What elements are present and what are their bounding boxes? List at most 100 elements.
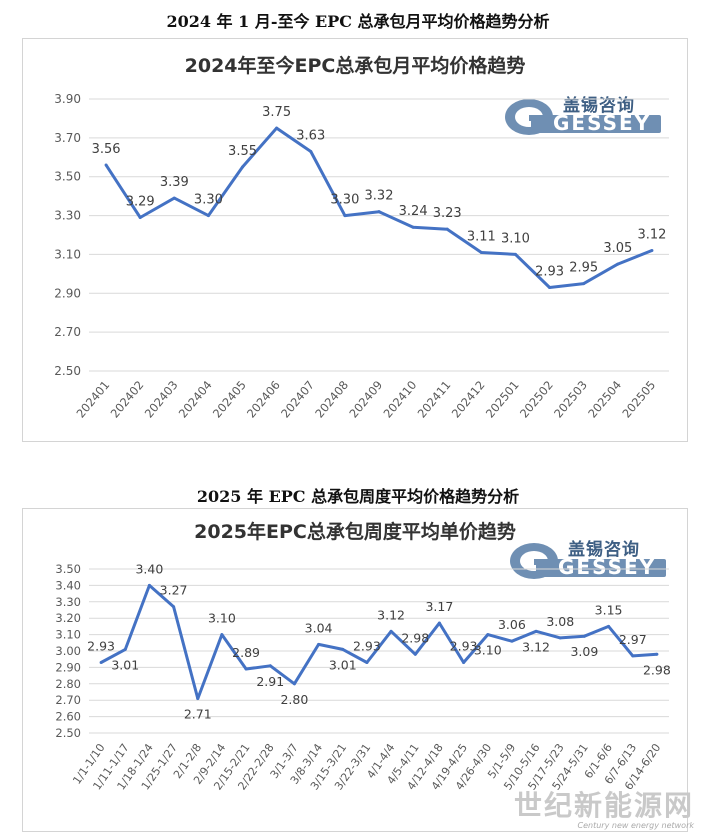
x-tick-label: 202406 bbox=[244, 378, 283, 421]
y-tick-label: 2.90 bbox=[54, 286, 81, 300]
x-tick-label: 202411 bbox=[415, 378, 454, 421]
x-tick-label: 202410 bbox=[380, 378, 419, 421]
data-label: 3.12 bbox=[637, 228, 666, 243]
data-point bbox=[607, 624, 611, 628]
data-label: 3.11 bbox=[467, 229, 496, 244]
data-label: 3.32 bbox=[365, 189, 394, 204]
gessey-logo-2: 盖锡咨询 GESSEY bbox=[508, 537, 668, 581]
data-point bbox=[582, 282, 586, 286]
data-label: 2.98 bbox=[401, 630, 429, 645]
y-tick-label: 3.10 bbox=[54, 247, 81, 261]
data-label: 3.01 bbox=[329, 657, 357, 672]
data-point bbox=[558, 636, 562, 640]
data-label: 3.27 bbox=[160, 583, 188, 598]
y-tick-label: 2.80 bbox=[55, 677, 81, 691]
logo-text-cn: 盖锡咨询 bbox=[563, 96, 635, 116]
data-label: 2.93 bbox=[535, 264, 564, 279]
data-point bbox=[244, 667, 248, 671]
data-point bbox=[123, 647, 127, 651]
data-label: 2.91 bbox=[256, 674, 284, 689]
data-label: 3.30 bbox=[330, 193, 359, 208]
data-label: 3.30 bbox=[194, 193, 223, 208]
data-label: 2.71 bbox=[184, 707, 212, 722]
y-tick-label: 3.10 bbox=[55, 628, 81, 642]
data-point bbox=[413, 652, 417, 656]
data-point bbox=[99, 660, 103, 664]
data-point bbox=[268, 664, 272, 668]
x-tick-label: 202504 bbox=[585, 378, 624, 421]
weekly-chart-panel: 2025年EPC总承包周度平均单价趋势 盖锡咨询 GESSEY 2.50 2.60… bbox=[22, 508, 688, 832]
watermark-text-cn: 世纪新能源网 bbox=[513, 789, 694, 822]
weekly-chart-title: 2025年EPC总承包周度平均单价趋势 bbox=[194, 521, 516, 543]
y-tick-label: 3.20 bbox=[55, 611, 81, 625]
data-label: 3.17 bbox=[425, 599, 453, 614]
data-point bbox=[309, 149, 313, 153]
x-tick-label: 202409 bbox=[346, 378, 385, 421]
data-point bbox=[147, 583, 151, 587]
y-tick-label: 3.30 bbox=[55, 595, 81, 609]
watermark-text-en: Century new energy network bbox=[577, 821, 694, 830]
x-tick-label: 202408 bbox=[312, 378, 351, 421]
logo-text-cn-2: 盖锡咨询 bbox=[568, 540, 640, 560]
data-point bbox=[172, 196, 176, 200]
series-line bbox=[100, 583, 657, 701]
data-label: 3.08 bbox=[546, 614, 574, 629]
data-point bbox=[534, 629, 538, 633]
data-label: 3.23 bbox=[433, 206, 462, 221]
data-point bbox=[650, 249, 654, 253]
data-point bbox=[445, 227, 449, 231]
x-tick-label: 202501 bbox=[483, 378, 522, 421]
data-point bbox=[631, 654, 635, 658]
data-label: 2.95 bbox=[569, 261, 598, 276]
data-label: 3.15 bbox=[595, 602, 623, 617]
x-tick-label: 202412 bbox=[449, 378, 488, 421]
y-tick-label: 3.50 bbox=[55, 562, 81, 576]
data-point bbox=[343, 214, 347, 218]
gessey-logo-graphic bbox=[505, 99, 661, 135]
data-point bbox=[220, 633, 224, 637]
data-point bbox=[411, 225, 415, 229]
data-label: 3.10 bbox=[208, 611, 236, 626]
data-point bbox=[275, 126, 279, 130]
data-point bbox=[172, 605, 176, 609]
data-point bbox=[582, 634, 586, 638]
data-point bbox=[548, 285, 552, 289]
x-tick-label: 202401 bbox=[73, 378, 112, 421]
data-label: 3.75 bbox=[262, 105, 291, 120]
data-label: 3.63 bbox=[296, 128, 325, 143]
monthly-chart-title: 2024年至今EPC总承包月平均价格趋势 bbox=[184, 55, 526, 77]
data-label: 2.98 bbox=[643, 662, 671, 677]
data-label: 3.04 bbox=[305, 620, 333, 635]
data-label: 2.80 bbox=[280, 692, 308, 707]
y-tick-label: 2.60 bbox=[55, 710, 81, 724]
x-tick-label: 202503 bbox=[551, 378, 590, 421]
logo-text-en-2: GESSEY bbox=[558, 555, 657, 579]
data-label: 3.06 bbox=[498, 617, 526, 632]
data-point bbox=[655, 652, 659, 656]
data-label: 3.56 bbox=[92, 142, 121, 157]
gessey-logo-graphic-2 bbox=[510, 543, 666, 579]
data-label: 3.10 bbox=[501, 231, 530, 246]
data-label: 3.01 bbox=[111, 657, 139, 672]
x-tick-label: 202402 bbox=[108, 378, 147, 421]
data-point bbox=[317, 642, 321, 646]
data-point bbox=[138, 216, 142, 220]
data-label: 3.12 bbox=[522, 639, 550, 654]
data-point bbox=[377, 210, 381, 214]
data-point bbox=[389, 629, 393, 633]
y-tick-label: 2.90 bbox=[55, 660, 81, 674]
data-label: 3.29 bbox=[126, 195, 155, 210]
y-tick-label: 3.70 bbox=[54, 131, 81, 145]
monthly-chart-panel: 2024年至今EPC总承包月平均价格趋势 盖锡咨询 GESSEY 2.50 2.7… bbox=[22, 38, 688, 442]
data-label: 3.05 bbox=[603, 241, 632, 256]
data-point bbox=[513, 252, 517, 256]
y-tick-label: 3.90 bbox=[54, 92, 81, 106]
data-point bbox=[479, 250, 483, 254]
y-tick-label: 2.70 bbox=[55, 693, 81, 707]
data-point bbox=[365, 660, 369, 664]
monthly-line-chart: 2.502.702.903.103.303.503.703.9020240120… bbox=[54, 92, 669, 421]
gessey-logo: 盖锡咨询 GESSEY bbox=[503, 93, 663, 137]
x-tick-label: 202405 bbox=[210, 378, 249, 421]
y-tick-label: 3.00 bbox=[55, 644, 81, 658]
y-tick-label: 3.40 bbox=[55, 578, 81, 592]
